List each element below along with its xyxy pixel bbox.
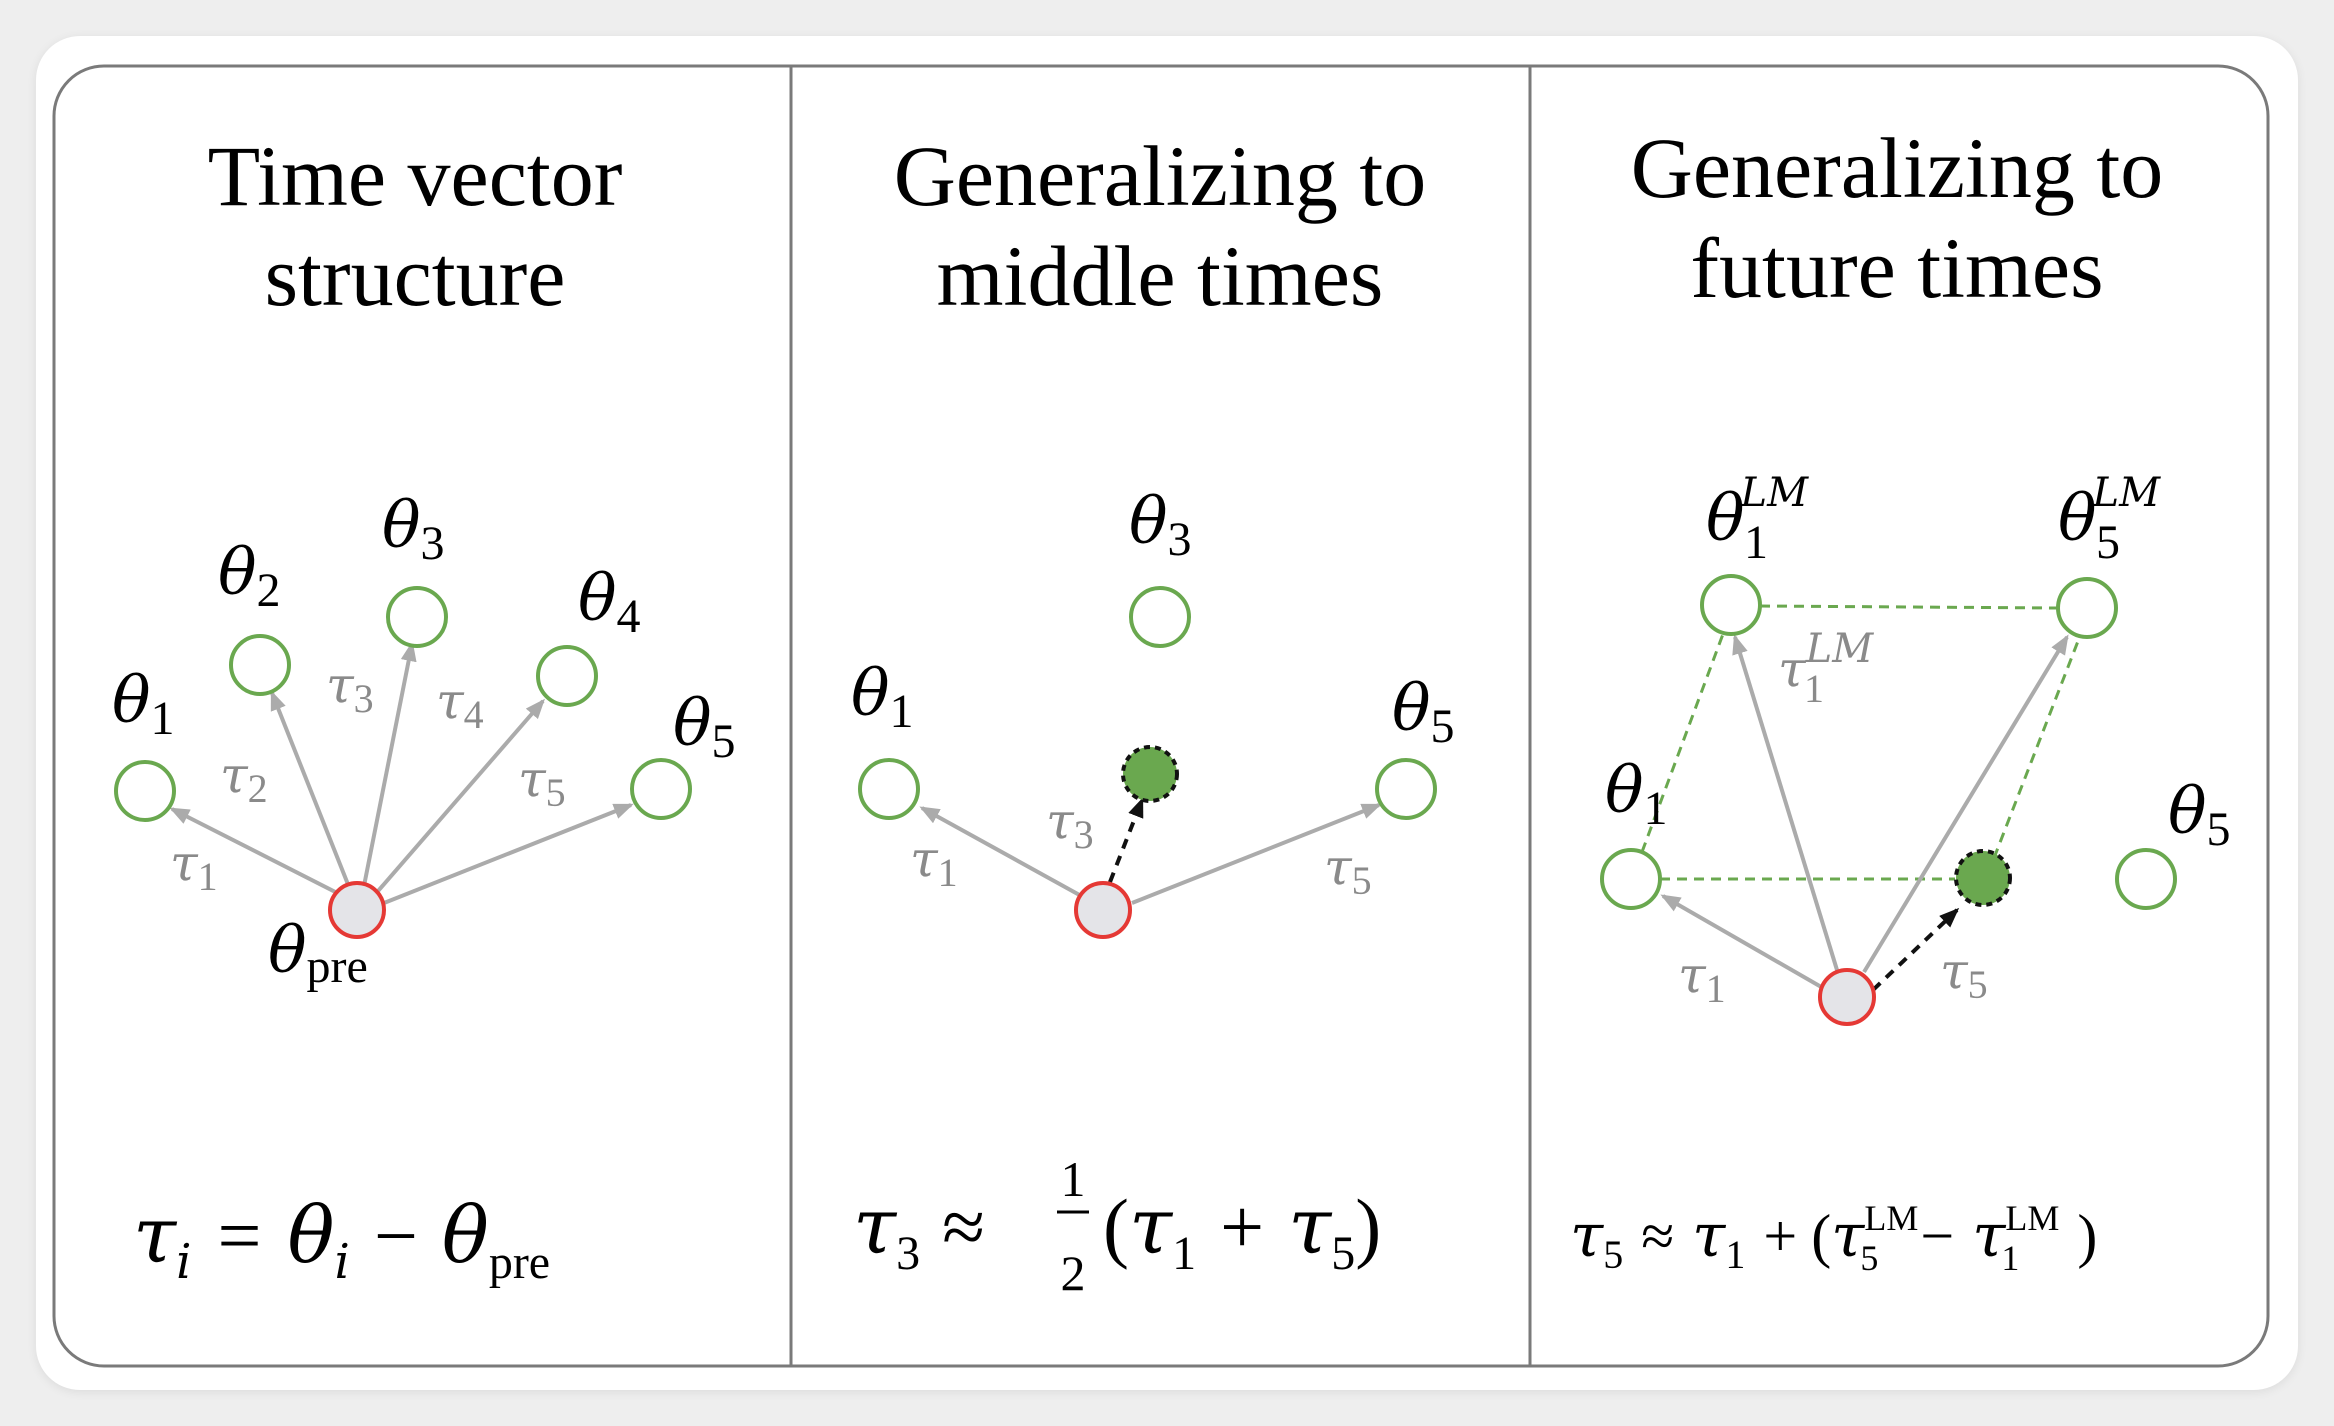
node-theta-1 — [1600, 848, 1662, 910]
label-theta-4: θ4 — [578, 562, 641, 643]
dashed-predicted-lm5 — [1992, 635, 2082, 859]
arrow-tau-5-predicted — [1871, 907, 1960, 992]
label-theta-1-lm-sub: 1 — [1744, 516, 1768, 569]
node-theta-4 — [536, 645, 598, 707]
panel-3-title-line-2: future times — [1690, 220, 2103, 316]
node-theta-5 — [630, 758, 692, 820]
arrow-tau-1 — [169, 807, 356, 904]
label-tau-1-lm: τLM — [1778, 626, 1874, 698]
node-theta-5 — [1375, 758, 1437, 820]
panel-time-vector-structure: Time vector structure θ1 θ2 θ3 θ4 θ5 θpr… — [112, 128, 736, 1290]
arrow-tau-5 — [383, 803, 634, 905]
label-tau-1: τ1 — [170, 834, 218, 899]
node-theta-pre — [1074, 881, 1132, 939]
arrow-tau-1-lm — [1732, 634, 1839, 971]
arrow-tau-3 — [360, 641, 417, 897]
label-tau-2: τ2 — [220, 746, 268, 811]
node-theta-2 — [229, 634, 291, 696]
panel-3-task-vectors — [1660, 634, 2069, 994]
panel-middle-times: Generalizing to middle times θ1 θ3 θ5 τ1… — [851, 128, 1455, 1301]
node-theta-1 — [858, 758, 920, 820]
label-theta-1: θ1 — [851, 657, 914, 738]
label-tau-4: τ4 — [436, 672, 484, 737]
panel-1-title-line-1: Time vector — [208, 128, 623, 224]
panel-2-title-line-1: Generalizing to — [894, 128, 1427, 224]
label-theta-1-lm: θLM — [1706, 470, 1809, 556]
label-theta-5-lm-sub: 5 — [2096, 516, 2120, 569]
node-theta-pre — [328, 881, 386, 939]
label-theta-5: θ5 — [2168, 775, 2231, 856]
label-tau-5: τ5 — [518, 750, 566, 815]
node-theta-pre — [1818, 968, 1876, 1026]
label-tau-3: τ3 — [1046, 792, 1094, 857]
node-theta-3 — [1129, 586, 1191, 648]
label-tau-1: τ1 — [910, 830, 958, 895]
node-theta-5-lm — [2056, 577, 2118, 639]
label-tau-3: τ3 — [326, 656, 374, 721]
fraction-denominator: 2 — [1061, 1245, 1086, 1301]
fraction-numerator: 1 — [1061, 1151, 1086, 1207]
label-tau-5: τ5 — [1940, 942, 1988, 1007]
panel-2-title-line-2: middle times — [937, 228, 1384, 324]
arrow-tau-5-lm — [1862, 634, 2069, 974]
formula-lhs: τ3 ≈ — [853, 1182, 985, 1280]
node-theta-5-predicted — [1954, 849, 2012, 907]
node-theta-1-lm — [1700, 574, 1762, 636]
arrow-tau-4 — [370, 698, 545, 900]
label-theta-2: θ2 — [218, 536, 281, 617]
label-theta-5: θ5 — [673, 687, 736, 768]
dashed-theta1-lm1 — [1640, 633, 1725, 853]
label-tau-1-lm-sub: 1 — [1804, 666, 1824, 711]
panel-1-title-line-2: structure — [265, 228, 566, 324]
arrow-tau-5 — [1131, 803, 1382, 905]
arrow-tau-1 — [1660, 894, 1831, 994]
node-theta-1 — [114, 760, 176, 822]
panel-frame — [52, 64, 2270, 1368]
arrow-tau-3-predicted — [1108, 797, 1144, 883]
label-theta-pre: θpre — [268, 914, 368, 993]
formula-time-vector: τi = θi − θpre — [133, 1191, 550, 1290]
arrow-tau-2 — [270, 690, 357, 903]
label-theta-1: θ1 — [1605, 754, 1668, 835]
figure-card — [36, 36, 2298, 1390]
dashed-lm1-lm5 — [1759, 604, 2059, 610]
arrow-tau-1 — [919, 806, 1095, 905]
formula-rhs: (τ1 + τ5) — [1103, 1182, 1381, 1280]
label-theta-5: θ5 — [1392, 672, 1455, 753]
node-theta-3-predicted — [1121, 745, 1179, 803]
label-theta-3: θ3 — [1129, 485, 1192, 566]
node-theta-3 — [386, 586, 448, 648]
panel-2-task-vectors — [919, 803, 1382, 905]
node-theta-5 — [2115, 848, 2177, 910]
panel-3-dashed-links — [1640, 604, 2082, 881]
label-tau-1: τ1 — [1678, 946, 1726, 1011]
label-theta-5-lm: θLM — [2058, 470, 2161, 556]
label-theta-3: θ3 — [382, 489, 445, 570]
label-theta-1: θ1 — [112, 664, 175, 745]
formula-middle-times: τ3 ≈ 1 2 (τ1 + τ5) — [853, 1151, 1381, 1301]
panel-future-times: Generalizing to future times θLM 1 θLM 5… — [1570, 120, 2231, 1278]
panel-1-task-vectors — [169, 641, 634, 905]
panel-3-title-line-1: Generalizing to — [1631, 120, 2164, 216]
formula-future-times: τ5 ≈ τ1 + (τLM 5− τLM 1) — [1570, 1198, 2097, 1278]
label-tau-5: τ5 — [1324, 838, 1372, 903]
